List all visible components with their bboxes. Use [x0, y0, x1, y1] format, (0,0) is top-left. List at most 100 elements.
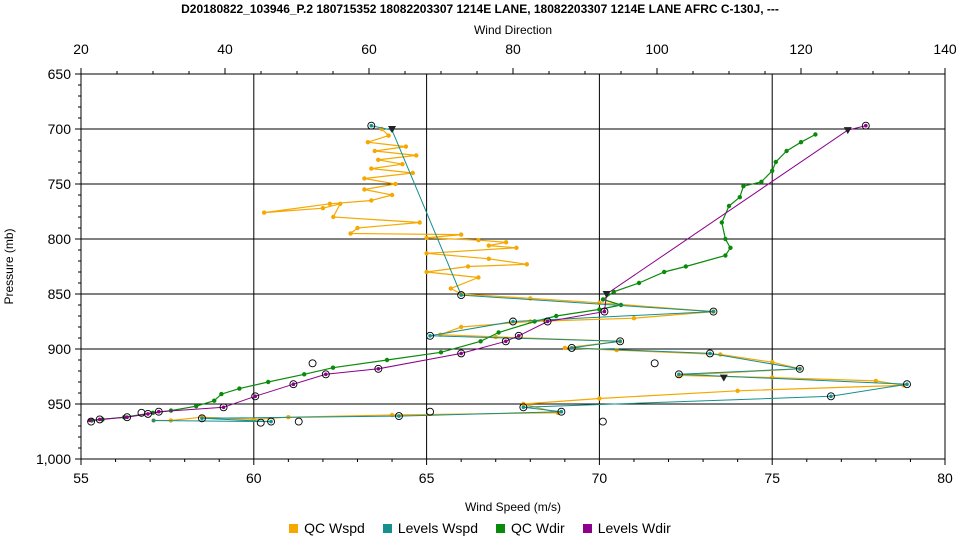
- data-point: [503, 240, 509, 245]
- data-point: [459, 351, 463, 356]
- open-marker: [374, 364, 383, 373]
- legend-item: Levels Wdir: [582, 520, 671, 536]
- data-point: [156, 409, 161, 414]
- plot-area: [81, 74, 945, 459]
- data-point: [348, 231, 353, 236]
- y-axis-label: Pressure (mb): [2, 228, 16, 304]
- series-layer: [87, 121, 911, 427]
- data-point: [476, 275, 481, 280]
- open-marker: [616, 337, 625, 346]
- data-point: [302, 372, 307, 377]
- data-point: [719, 220, 724, 225]
- data-point: [597, 396, 602, 401]
- data-point: [559, 409, 564, 414]
- open-marker: [87, 417, 96, 426]
- open-marker: [123, 413, 132, 422]
- legend-swatch: [496, 523, 506, 533]
- open-marker: [674, 370, 683, 379]
- data-point: [486, 256, 492, 261]
- data-point: [376, 367, 381, 371]
- open-marker: [198, 414, 206, 423]
- data-point: [438, 350, 444, 355]
- legend-item: QC Wdir: [496, 520, 565, 536]
- data-point: [459, 293, 463, 297]
- data-point: [424, 251, 429, 256]
- x2-tick-label: 60: [361, 41, 377, 57]
- triangle-marker: [719, 374, 728, 382]
- data-point: [735, 388, 740, 393]
- data-point: [458, 324, 464, 330]
- open-marker: [509, 317, 517, 326]
- data-point: [873, 378, 879, 384]
- data-point: [708, 351, 712, 356]
- data-point: [417, 220, 422, 225]
- data-point: [759, 179, 764, 184]
- x2-tick-label: 80: [505, 41, 521, 57]
- data-point: [631, 316, 637, 321]
- open-marker: [426, 407, 435, 416]
- data-point: [403, 144, 409, 149]
- legend-label: Levels Wdir: [597, 520, 671, 536]
- data-point: [393, 181, 398, 187]
- data-point: [338, 201, 343, 206]
- data-point: [369, 123, 374, 128]
- chart-title: D20180822_103946_P.2 180715352 180822033…: [181, 2, 779, 16]
- open-marker: [256, 418, 265, 427]
- data-point: [611, 289, 616, 294]
- data-point: [618, 339, 622, 344]
- data-point: [372, 148, 377, 154]
- data-point: [151, 418, 156, 423]
- open-marker: [251, 392, 260, 401]
- data-point: [476, 237, 481, 243]
- open-marker: [457, 349, 466, 358]
- data-point: [737, 195, 742, 200]
- data-point: [524, 262, 530, 267]
- x-tick-label: 55: [73, 470, 89, 486]
- data-point: [327, 201, 333, 206]
- data-point: [269, 419, 273, 424]
- x2-tick-label: 100: [645, 41, 669, 57]
- data-point: [554, 313, 559, 319]
- data-point: [521, 405, 526, 410]
- data-point: [562, 345, 568, 351]
- legend-label: QC Wdir: [511, 520, 565, 536]
- legend: QC Wspd Levels Wspd QC Wdir Levels Wdir: [0, 520, 960, 536]
- data-point: [212, 398, 217, 403]
- data-point: [291, 382, 296, 387]
- open-marker: [294, 417, 303, 426]
- y-tick-label: 750: [48, 176, 72, 192]
- data-point: [600, 297, 606, 302]
- data-point: [458, 232, 464, 237]
- data-point: [496, 330, 501, 335]
- data-point: [726, 203, 732, 209]
- data-point: [711, 309, 716, 314]
- triangle-marker: [843, 127, 852, 135]
- data-point: [330, 365, 336, 370]
- data-point: [414, 153, 419, 158]
- open-marker: [457, 291, 466, 300]
- x-tick-label: 80: [937, 470, 953, 486]
- axes: 55 60 65 70 75 80 20 40 60 80 100 120 140 650 700 750 80…: [36, 41, 957, 486]
- open-marker: [650, 359, 659, 368]
- data-point: [864, 123, 868, 128]
- data-point: [493, 334, 498, 340]
- data-point: [770, 360, 775, 365]
- data-point: [369, 198, 374, 203]
- open-marker: [557, 407, 566, 416]
- x2-tick-label: 140: [933, 41, 957, 57]
- data-point: [362, 176, 367, 181]
- data-point: [504, 339, 508, 344]
- open-marker: [706, 349, 714, 358]
- x-tick-label: 70: [592, 470, 608, 486]
- open-marker: [321, 370, 330, 379]
- legend-item: Levels Wspd: [382, 520, 478, 536]
- open-marker: [308, 359, 317, 368]
- triangle-marker: [388, 126, 397, 133]
- legend-label: QC Wspd: [304, 520, 365, 536]
- data-point: [597, 307, 602, 312]
- data-point: [905, 382, 909, 387]
- data-point: [773, 159, 778, 165]
- series-qc-wdir: [89, 132, 818, 423]
- open-marker: [267, 417, 276, 426]
- data-point: [569, 346, 574, 350]
